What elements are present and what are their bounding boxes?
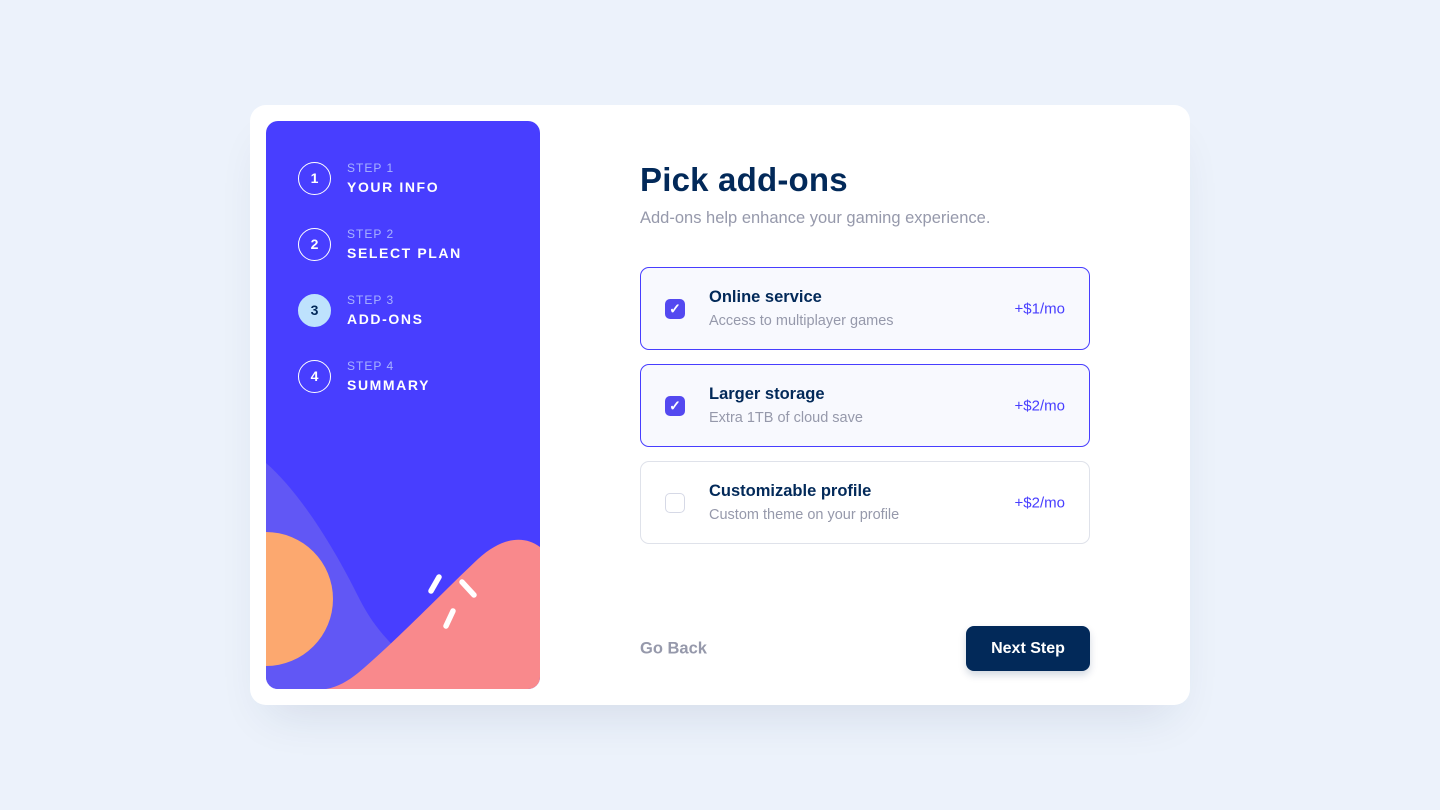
addon-text: Larger storage Extra 1TB of cloud save <box>709 385 863 426</box>
go-back-button[interactable]: Go Back <box>640 639 707 657</box>
step-4-text: STEP 4 SUMMARY <box>347 359 430 393</box>
step-3-name: ADD-ONS <box>347 311 424 327</box>
next-step-button[interactable]: Next Step <box>966 626 1090 671</box>
footer-actions: Go Back Next Step <box>640 626 1090 671</box>
sidebar-item-step-4[interactable]: 4 STEP 4 SUMMARY <box>298 359 462 393</box>
check-icon: ✓ <box>669 397 681 413</box>
step-2-name: SELECT PLAN <box>347 245 462 261</box>
addon-description: Access to multiplayer games <box>709 313 894 329</box>
pink-hill-blob <box>326 539 540 689</box>
orange-circle-blob <box>266 532 333 666</box>
check-icon: ✓ <box>669 300 681 316</box>
online-service-checkbox[interactable]: ✓ <box>665 298 685 319</box>
step-3-number-badge: 3 <box>298 293 331 327</box>
step-1-label: STEP 1 <box>347 161 395 175</box>
addon-description: Custom theme on your profile <box>709 507 900 523</box>
step-4-number-badge: 4 <box>298 359 331 393</box>
addon-list: ✓ Online service Access to multiplayer g… <box>640 267 1090 558</box>
sidebar-decoration <box>266 463 540 689</box>
white-dash-icon <box>459 579 477 598</box>
page-subtitle: Add-ons help enhance your gaming experie… <box>640 209 991 227</box>
step-2-number-badge: 2 <box>298 227 331 261</box>
addon-title: Larger storage <box>709 385 825 403</box>
addon-price: +$2/mo <box>1014 397 1065 414</box>
step-4-name: SUMMARY <box>347 377 431 393</box>
customizable-profile-checkbox[interactable]: ✓ <box>665 492 685 513</box>
step-1-name: YOUR INFO <box>347 179 440 195</box>
step-3-label: STEP 3 <box>347 293 395 307</box>
step-1-number-badge: 1 <box>298 161 331 195</box>
steps-sidebar: 1 STEP 1 YOUR INFO 2 STEP 2 SELECT PLAN … <box>266 121 540 689</box>
step-1-text: STEP 1 YOUR INFO <box>347 161 439 195</box>
step-2-text: STEP 2 SELECT PLAN <box>347 227 462 261</box>
page-title: Pick add-ons <box>640 161 848 198</box>
addon-description: Extra 1TB of cloud save <box>709 410 863 426</box>
step-4-label: STEP 4 <box>347 359 395 373</box>
addon-text: Customizable profile Custom theme on you… <box>709 482 899 523</box>
addon-text: Online service Access to multiplayer gam… <box>709 288 894 329</box>
addon-price: +$1/mo <box>1014 300 1065 317</box>
step-2-label: STEP 2 <box>347 227 395 241</box>
addon-card-customizable-profile[interactable]: ✓ Customizable profile Custom theme on y… <box>640 461 1090 544</box>
sidebar-item-step-2[interactable]: 2 STEP 2 SELECT PLAN <box>298 227 462 261</box>
addon-card-online-service[interactable]: ✓ Online service Access to multiplayer g… <box>640 267 1090 350</box>
white-dash-icon <box>443 608 456 629</box>
sidebar-item-step-3[interactable]: 3 STEP 3 ADD-ONS <box>298 293 462 327</box>
step-list: 1 STEP 1 YOUR INFO 2 STEP 2 SELECT PLAN … <box>298 161 462 425</box>
sidebar-item-step-1[interactable]: 1 STEP 1 YOUR INFO <box>298 161 462 195</box>
white-dash-icon <box>428 574 442 594</box>
larger-storage-checkbox[interactable]: ✓ <box>665 395 685 416</box>
addon-title: Online service <box>709 288 822 306</box>
form-content: Pick add-ons Add-ons help enhance your g… <box>640 105 1090 705</box>
addon-price: +$2/mo <box>1014 494 1065 511</box>
wizard-panel: 1 STEP 1 YOUR INFO 2 STEP 2 SELECT PLAN … <box>250 105 1190 705</box>
addon-title: Customizable profile <box>709 482 872 500</box>
step-3-text: STEP 3 ADD-ONS <box>347 293 424 327</box>
addon-card-larger-storage[interactable]: ✓ Larger storage Extra 1TB of cloud save… <box>640 364 1090 447</box>
